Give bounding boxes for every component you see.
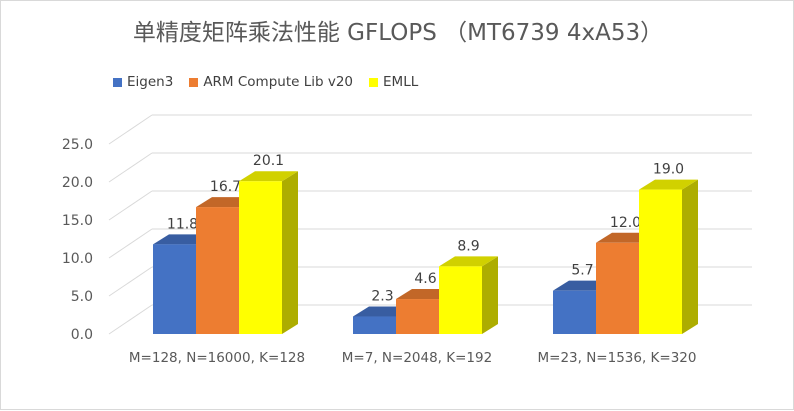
bar-front (553, 290, 596, 334)
legend-swatch (189, 77, 199, 87)
gridline-side (108, 114, 153, 145)
gridline-side (108, 304, 153, 335)
x-category-label: M=128, N=16000, K=128 (129, 350, 305, 366)
bar: 20.1 (239, 153, 298, 334)
x-category-label: M=23, N=1536, K=320 (537, 350, 696, 366)
bar-side (282, 171, 298, 334)
bar-top (639, 179, 698, 190)
data-label: 8.9 (457, 238, 479, 254)
legend-label: Eigen3 (127, 74, 174, 90)
data-label: 12.0 (610, 215, 641, 231)
bar-front (439, 266, 482, 334)
chart-title: 单精度矩阵乘法性能 GFLOPS （MT6739 4xA53） (132, 20, 664, 46)
bar-side (482, 256, 498, 334)
bar-front (353, 316, 396, 334)
data-label: 4.6 (414, 271, 436, 287)
data-label: 16.7 (210, 179, 241, 195)
bar-top (239, 171, 298, 182)
y-tick-label: 15.0 (62, 213, 93, 229)
gridline-side (108, 152, 153, 183)
legend-item: EMLL (369, 74, 418, 90)
bar: 8.9 (439, 238, 498, 334)
legend-swatch (369, 77, 379, 87)
bar: 19.0 (639, 162, 698, 334)
legend-swatch (113, 77, 122, 87)
gridline-side (108, 190, 153, 221)
gridline-side (108, 228, 153, 259)
gridline-side (108, 266, 153, 297)
bar-front (153, 244, 196, 334)
legend-label: ARM Compute Lib v20 (203, 74, 354, 90)
bar-front (196, 207, 239, 334)
y-tick-label: 0.0 (71, 327, 93, 343)
bar-front (596, 242, 639, 334)
bar-front (396, 299, 439, 334)
bar-side (682, 179, 698, 334)
bar-front (239, 181, 282, 334)
data-label: 19.0 (653, 162, 684, 178)
bars: 11.8 16.7 20.1 2.3 4.6 8.9 5.7 12.0 19.0 (153, 153, 698, 334)
data-label: 5.7 (571, 263, 593, 279)
data-label: 2.3 (371, 289, 393, 305)
y-tick-label: 20.0 (62, 175, 93, 191)
legend: Eigen3 ARM Compute Lib v20 EMLL (113, 74, 434, 90)
y-tick-label: 10.0 (62, 251, 93, 267)
bar-top (439, 256, 498, 267)
bar-front (639, 189, 682, 334)
legend-item: ARM Compute Lib v20 (189, 74, 353, 90)
y-tick-label: 25.0 (62, 137, 93, 153)
legend-label: EMLL (383, 74, 419, 90)
x-category-label: M=7, N=2048, K=192 (342, 350, 492, 366)
legend-item: Eigen3 (113, 74, 173, 90)
y-tick-label: 5.0 (71, 289, 93, 305)
data-label: 20.1 (253, 153, 284, 169)
data-label: 11.8 (167, 216, 198, 232)
